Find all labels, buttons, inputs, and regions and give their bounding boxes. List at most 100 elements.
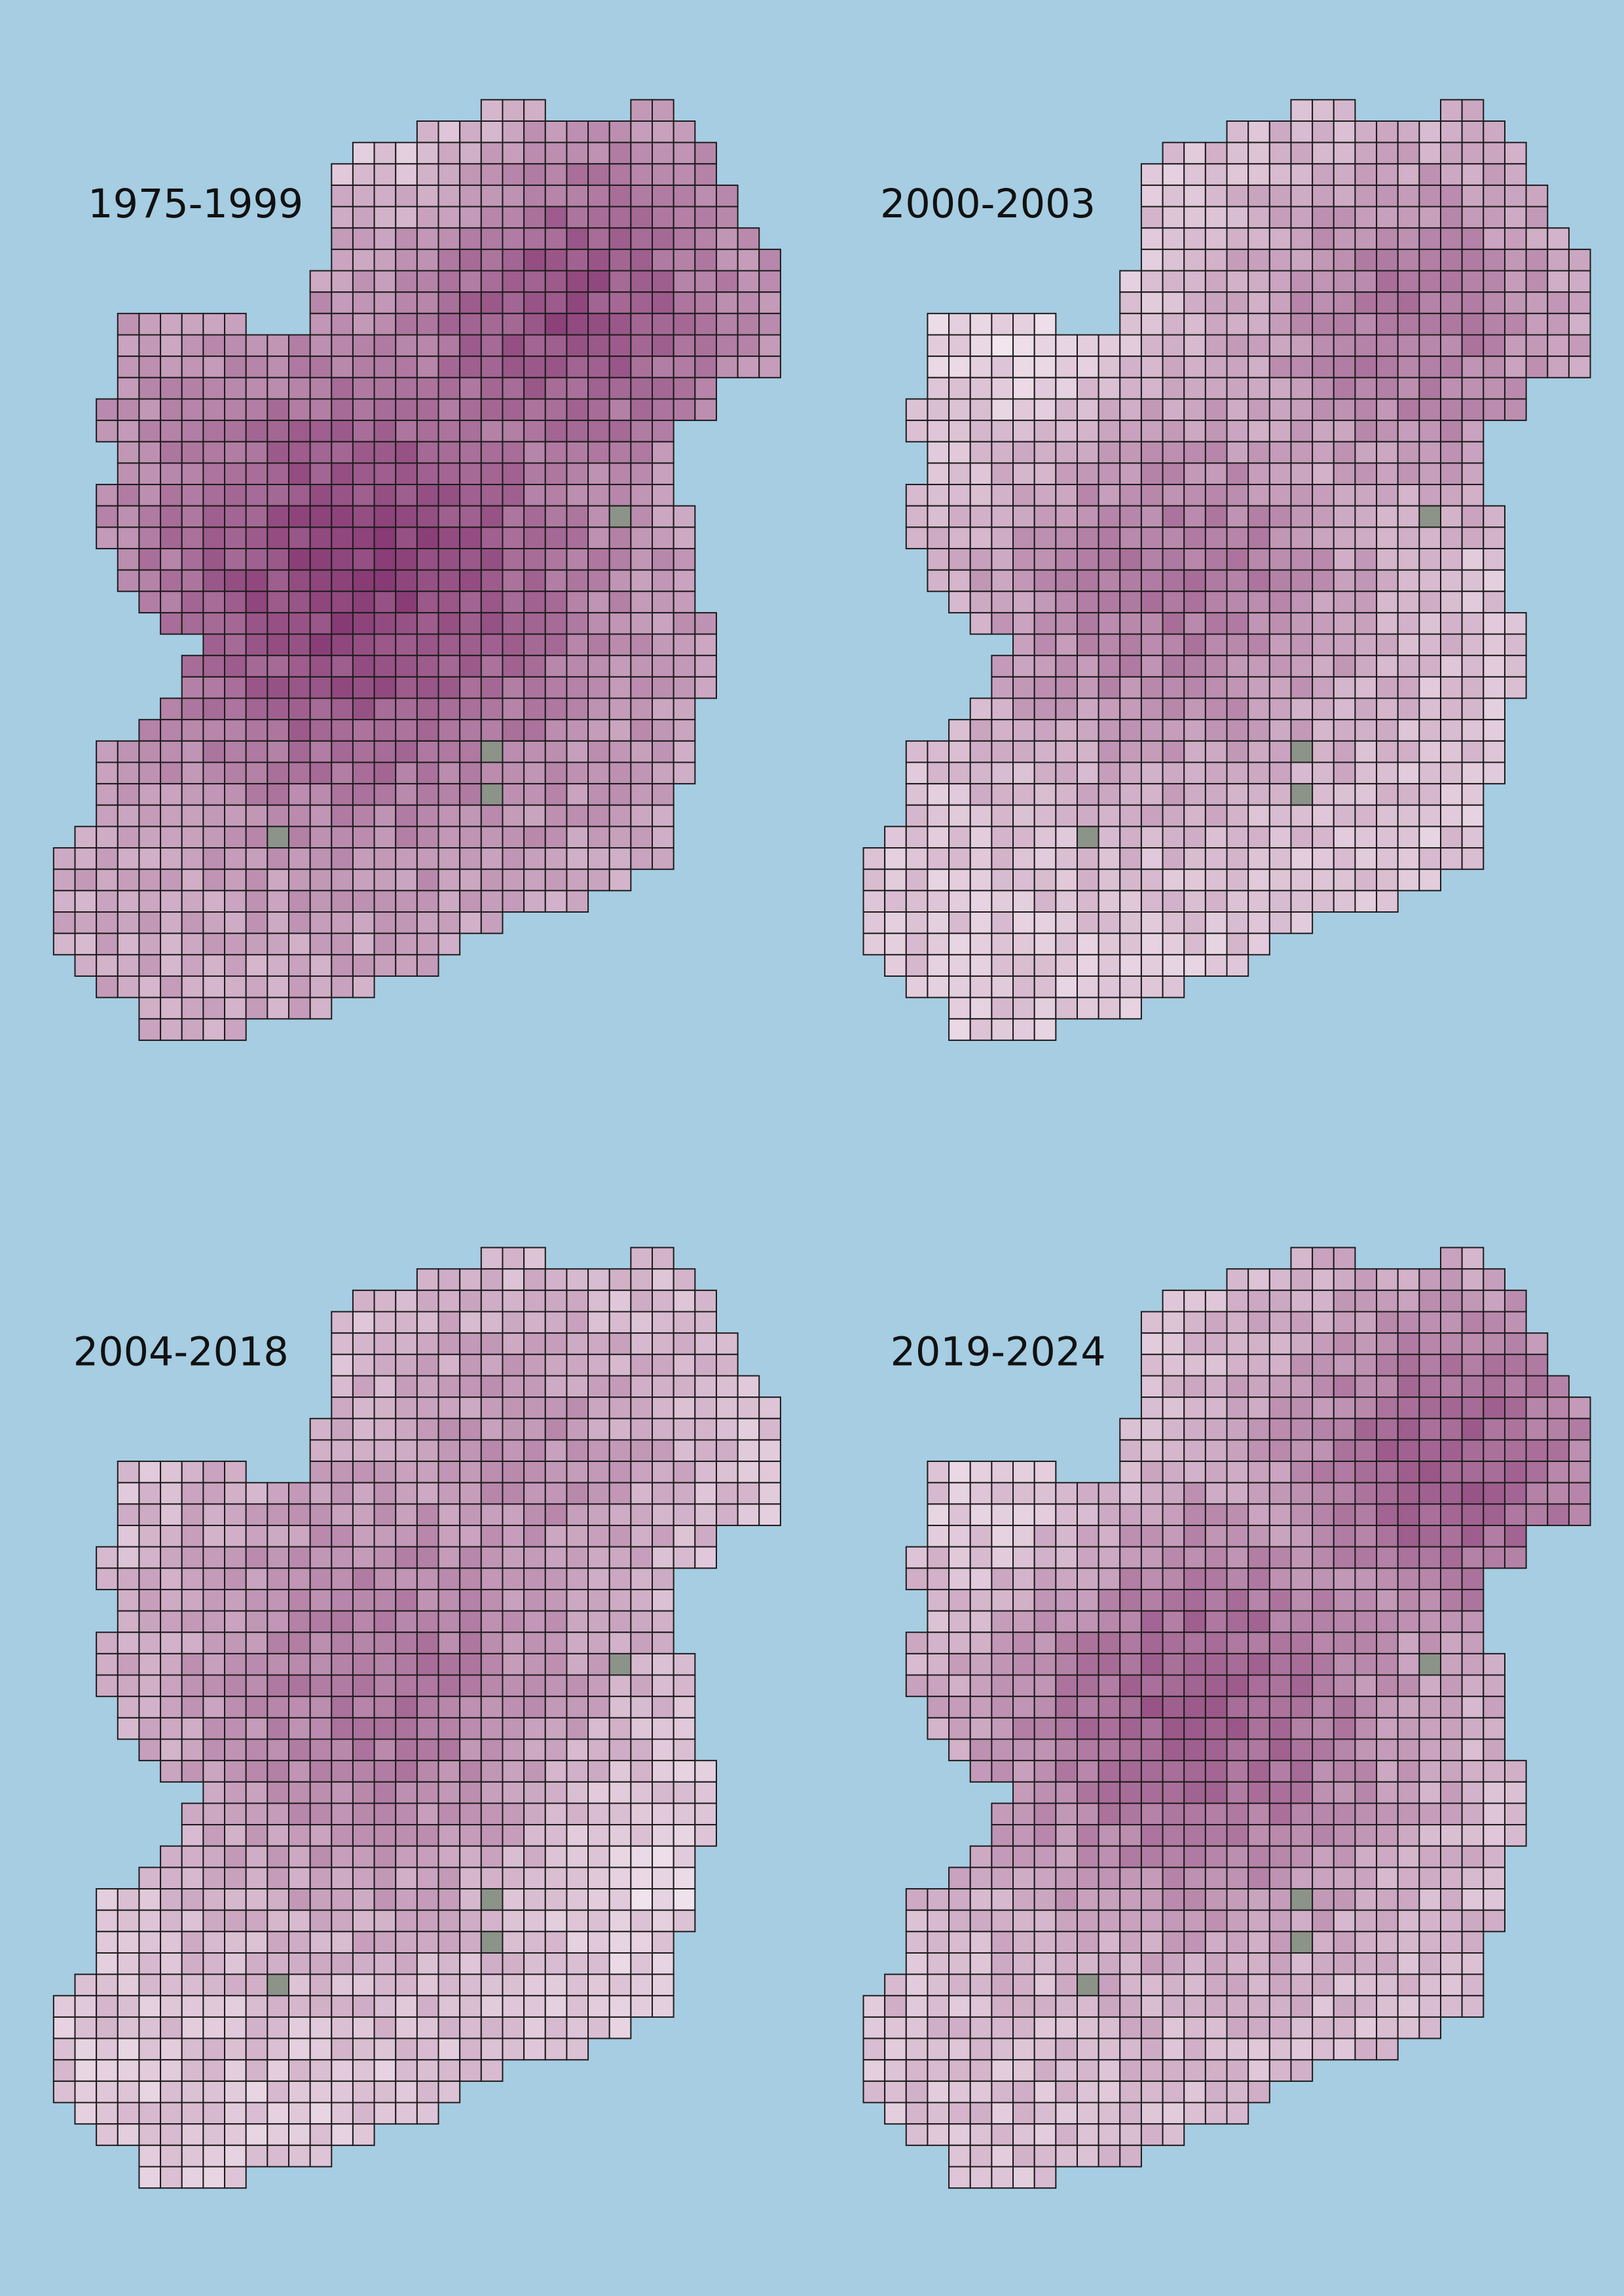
grid-cell bbox=[587, 1482, 610, 1505]
grid-cell bbox=[1312, 569, 1335, 592]
grid-cell bbox=[74, 911, 98, 934]
grid-cell bbox=[1290, 719, 1314, 742]
grid-cell bbox=[1012, 655, 1035, 678]
grid-cell bbox=[566, 591, 589, 613]
grid-cell bbox=[1290, 1781, 1314, 1804]
grid-cell bbox=[523, 1738, 546, 1762]
grid-cell bbox=[905, 2016, 929, 2039]
grid-cell bbox=[1204, 398, 1228, 422]
grid-cell bbox=[1418, 1845, 1442, 1868]
grid-cell bbox=[437, 826, 461, 849]
grid-cell bbox=[1397, 462, 1420, 486]
grid-cell bbox=[459, 1631, 482, 1654]
grid-cell bbox=[1312, 398, 1335, 422]
grid-cell bbox=[1440, 761, 1463, 785]
grid-cell bbox=[480, 1311, 504, 1334]
grid-cell bbox=[1354, 1332, 1378, 1355]
grid-cell bbox=[181, 591, 204, 613]
grid-cell bbox=[1055, 1909, 1078, 1933]
grid-cell bbox=[523, 826, 546, 849]
grid-cell bbox=[673, 1524, 696, 1548]
grid-cell bbox=[224, 547, 247, 571]
grid-cell bbox=[969, 505, 993, 528]
grid-cell bbox=[395, 1952, 418, 1975]
grid-cell bbox=[1162, 355, 1185, 378]
grid-cell bbox=[245, 2102, 268, 2125]
grid-cell bbox=[1183, 1567, 1206, 1590]
grid-cell bbox=[352, 655, 375, 678]
grid-cell bbox=[1333, 1311, 1356, 1334]
grid-cell bbox=[437, 847, 461, 870]
grid-cell bbox=[652, 1995, 674, 2018]
grid-cell bbox=[1461, 1845, 1485, 1868]
grid-cell bbox=[544, 1845, 568, 1868]
grid-cell bbox=[1354, 1567, 1378, 1590]
grid-cell bbox=[544, 1952, 568, 1975]
grid-cell bbox=[331, 1588, 354, 1612]
grid-cell bbox=[1268, 2059, 1292, 2082]
grid-cell bbox=[1033, 2059, 1057, 2082]
grid-cell bbox=[352, 1503, 375, 1527]
grid-cell bbox=[1183, 1524, 1206, 1548]
grid-cell bbox=[1418, 655, 1442, 678]
grid-cell bbox=[969, 1760, 993, 1783]
grid-cell bbox=[608, 141, 632, 165]
grid-cell bbox=[523, 591, 546, 613]
grid-cell bbox=[245, 505, 268, 528]
grid-cell bbox=[1162, 227, 1185, 250]
grid-cell bbox=[202, 2123, 226, 2146]
grid-cell bbox=[1119, 2037, 1142, 2061]
grid-cell bbox=[991, 996, 1014, 1020]
grid-cell bbox=[160, 1931, 183, 1954]
grid-cell bbox=[1183, 141, 1206, 165]
grid-cell bbox=[1033, 1995, 1057, 2018]
grid-cell bbox=[267, 611, 289, 635]
grid-cell bbox=[1247, 2037, 1270, 2061]
grid-cell bbox=[437, 1588, 461, 1612]
grid-cell bbox=[587, 826, 610, 849]
grid-cell bbox=[652, 1417, 674, 1441]
grid-cell bbox=[160, 1652, 183, 1676]
grid-cell bbox=[1204, 2102, 1228, 2125]
grid-cell bbox=[480, 1696, 504, 1719]
grid-cell bbox=[1226, 1781, 1249, 1804]
grid-cell bbox=[1162, 1696, 1185, 1719]
grid-cell bbox=[373, 248, 397, 272]
grid-cell bbox=[587, 1524, 610, 1548]
grid-cell bbox=[437, 1802, 461, 1826]
grid-cell bbox=[395, 505, 418, 528]
panel-title: 2019-2024 bbox=[891, 1329, 1106, 1375]
grid-cell bbox=[715, 270, 739, 293]
grid-cell bbox=[523, 1802, 546, 1826]
grid-cell bbox=[416, 804, 439, 828]
grid-cell bbox=[1247, 1610, 1270, 1633]
grid-cell bbox=[1076, 1696, 1099, 1719]
grid-cell bbox=[630, 1375, 654, 1398]
grid-cell bbox=[1204, 206, 1228, 229]
grid-cell bbox=[1055, 398, 1078, 422]
grid-cell bbox=[737, 1482, 760, 1505]
grid-cell bbox=[138, 1524, 162, 1548]
grid-cell bbox=[566, 1332, 589, 1355]
grid-cell bbox=[630, 1417, 654, 1441]
grid-cell bbox=[1461, 1396, 1485, 1419]
grid-cell bbox=[416, 1353, 439, 1377]
grid-cell bbox=[1354, 547, 1378, 571]
grid-cell bbox=[1483, 1375, 1505, 1398]
grid-cell bbox=[1140, 932, 1164, 956]
grid-cell bbox=[673, 1311, 696, 1334]
grid-cell bbox=[652, 312, 674, 336]
grid-cell bbox=[566, 355, 589, 378]
grid-cell bbox=[138, 826, 162, 849]
grid-cell bbox=[1440, 1973, 1463, 1997]
grid-cell bbox=[884, 2059, 907, 2082]
grid-cell bbox=[927, 932, 950, 956]
grid-cell bbox=[969, 1696, 993, 1719]
grid-cell bbox=[991, 420, 1014, 443]
grid-cell bbox=[459, 1973, 482, 1997]
grid-cell bbox=[694, 398, 717, 422]
grid-cell bbox=[1204, 633, 1228, 657]
grid-cell bbox=[1418, 1289, 1442, 1313]
grid-cell bbox=[480, 1503, 504, 1527]
grid-cell bbox=[181, 655, 204, 678]
